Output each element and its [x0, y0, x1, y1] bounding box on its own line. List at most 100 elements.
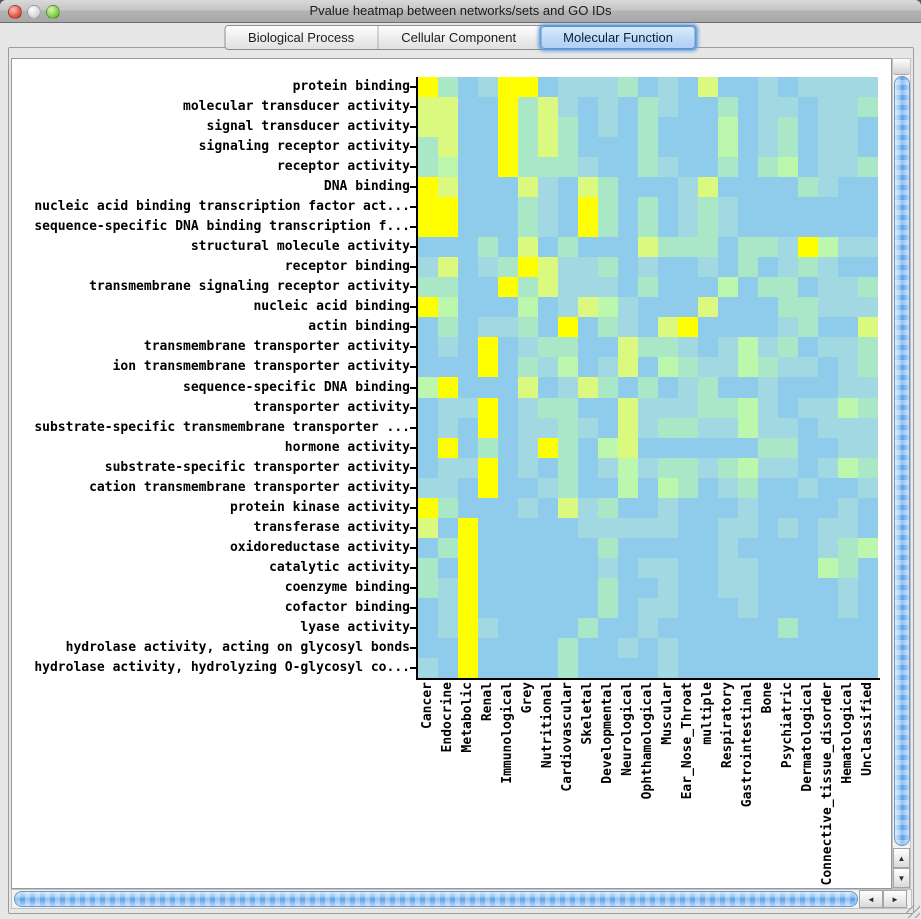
- vertical-scrollbar-thumb[interactable]: [893, 76, 910, 846]
- scroll-left-button[interactable]: ◄: [859, 890, 883, 908]
- heatmap-cell: [658, 537, 678, 558]
- heatmap-cell: [578, 217, 598, 238]
- tab-molecular-function[interactable]: Molecular Function: [540, 26, 696, 49]
- heatmap-cell: [738, 377, 758, 398]
- heatmap-cell: [858, 457, 878, 478]
- heatmap-cell: [658, 157, 678, 178]
- heatmap-cell: [638, 397, 658, 418]
- heatmap-cell: [758, 317, 778, 338]
- y-tick: [410, 526, 416, 529]
- heatmap-cell: [638, 157, 658, 178]
- heatmap-cell: [498, 417, 518, 438]
- horizontal-scrollbar[interactable]: ◄ ►: [11, 889, 912, 909]
- heatmap-cell: [638, 297, 658, 318]
- column-label: Cardiovascular: [560, 682, 575, 792]
- tab-biological-process[interactable]: Biological Process: [225, 26, 379, 49]
- scroll-down-button[interactable]: ▼: [893, 868, 910, 888]
- heatmap-cell: [758, 297, 778, 318]
- column-label: Ophthamological: [640, 682, 655, 800]
- heatmap-cell: [518, 497, 538, 518]
- heatmap-cell: [458, 417, 478, 438]
- heatmap-cell: [838, 297, 858, 318]
- heatmap-cell: [738, 317, 758, 338]
- heatmap-cell: [478, 197, 498, 218]
- heatmap-cell: [838, 177, 858, 198]
- heatmap-cell: [778, 617, 798, 638]
- heatmap-cell: [518, 377, 538, 398]
- heatmap-cell: [778, 197, 798, 218]
- heatmap-cell: [558, 317, 578, 338]
- heatmap-cell: [438, 237, 458, 258]
- heatmap-cell: [838, 97, 858, 118]
- heatmap-row: [418, 517, 878, 538]
- heatmap-cell: [438, 217, 458, 238]
- heatmap-cell: [818, 437, 838, 458]
- heatmap-cell: [758, 177, 778, 198]
- heatmap-cell: [758, 217, 778, 238]
- heatmap-cell: [578, 237, 598, 258]
- heatmap-cell: [538, 217, 558, 238]
- heatmap-cell: [718, 117, 738, 138]
- heatmap-row: [418, 357, 878, 378]
- heatmap-cell: [438, 517, 458, 538]
- heatmap-row: [418, 417, 878, 438]
- heatmap-cell: [658, 297, 678, 318]
- heatmap-cell: [438, 97, 458, 118]
- close-button-icon[interactable]: [8, 5, 22, 19]
- heatmap-cell: [718, 537, 738, 558]
- heatmap-cell: [538, 197, 558, 218]
- heatmap-cell: [698, 117, 718, 138]
- heatmap-cell: [418, 97, 438, 118]
- heatmap-cell: [778, 637, 798, 658]
- resize-grip-icon[interactable]: [906, 905, 920, 918]
- heatmap-cell: [718, 237, 738, 258]
- heatmap-cell: [858, 397, 878, 418]
- heatmap-cell: [518, 537, 538, 558]
- minimize-button-icon[interactable]: [27, 5, 41, 19]
- heatmap-cell: [618, 277, 638, 298]
- heatmap-cell: [598, 637, 618, 658]
- heatmap-cell: [738, 357, 758, 378]
- heatmap-cell: [598, 577, 618, 598]
- heatmap-cell: [598, 437, 618, 458]
- heatmap-cell: [458, 157, 478, 178]
- tab-cellular-component[interactable]: Cellular Component: [378, 26, 541, 49]
- heatmap-cell: [558, 137, 578, 158]
- row-label: ion transmembrane transporter activity: [112, 359, 410, 375]
- heatmap-cell: [778, 237, 798, 258]
- heatmap-cell: [638, 257, 658, 278]
- heatmap-cell: [698, 237, 718, 258]
- scroll-up-button[interactable]: ▲: [893, 848, 910, 868]
- heatmap-cell: [538, 477, 558, 498]
- heatmap-cell: [678, 237, 698, 258]
- heatmap-cell: [438, 177, 458, 198]
- column-label: Psychiatric: [780, 682, 795, 769]
- heatmap-cell: [598, 217, 618, 238]
- column-label: Ear_Nose_Throat: [680, 682, 695, 800]
- scroll-right-button[interactable]: ►: [883, 890, 907, 908]
- heatmap-cell: [858, 217, 878, 238]
- heatmap-cell: [658, 577, 678, 598]
- heatmap-cell: [678, 397, 698, 418]
- horizontal-scrollbar-thumb[interactable]: [14, 891, 858, 907]
- heatmap-cell: [778, 117, 798, 138]
- y-tick: [410, 426, 416, 429]
- heatmap-cell: [438, 437, 458, 458]
- heatmap-cell: [638, 657, 658, 678]
- heatmap-cell: [798, 557, 818, 578]
- heatmap-cell: [438, 477, 458, 498]
- heatmap-cell: [498, 197, 518, 218]
- heatmap-cell: [458, 537, 478, 558]
- heatmap-cell: [838, 197, 858, 218]
- heatmap-cell: [538, 617, 558, 638]
- heatmap-cell: [438, 197, 458, 218]
- heatmap-cell: [458, 497, 478, 518]
- heatmap-cell: [738, 257, 758, 278]
- zoom-button-icon[interactable]: [46, 5, 60, 19]
- heatmap-cell: [418, 77, 438, 98]
- heatmap-viewport: protein binding molecular transducer acti…: [11, 58, 892, 889]
- heatmap-cell: [638, 437, 658, 458]
- vertical-scrollbar[interactable]: ▲ ▼: [892, 58, 911, 889]
- heatmap-cell: [618, 297, 638, 318]
- heatmap-cell: [838, 597, 858, 618]
